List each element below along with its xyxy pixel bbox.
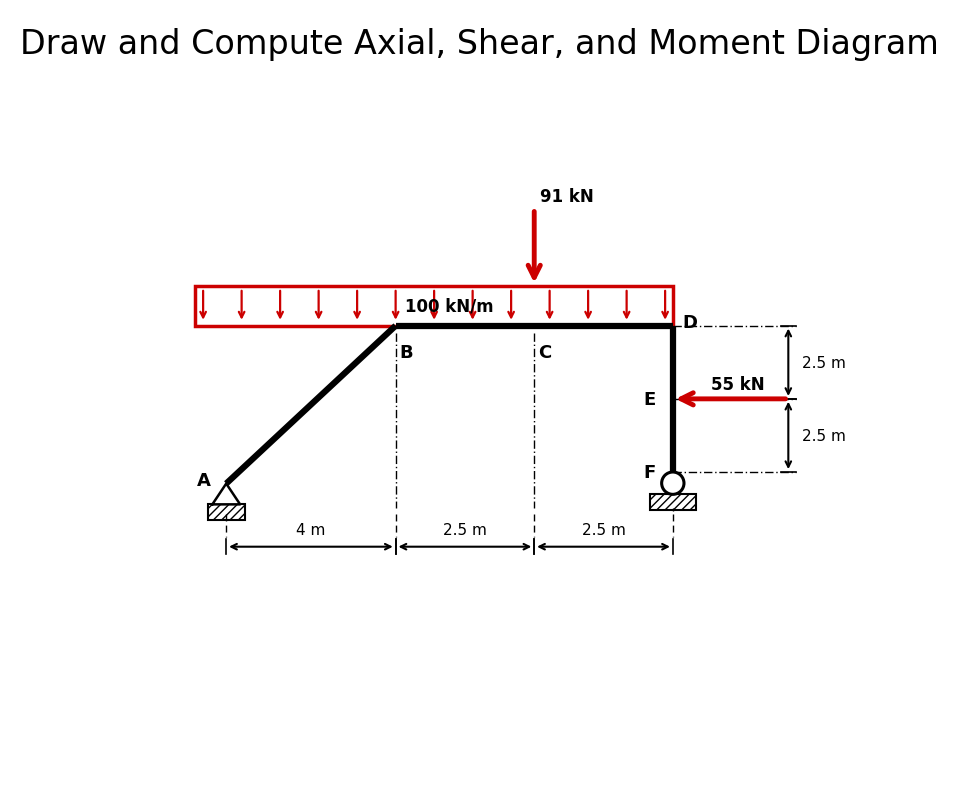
Text: B: B: [400, 343, 413, 361]
Bar: [196, 287, 673, 326]
Text: D: D: [682, 313, 697, 332]
Text: F: F: [643, 463, 656, 482]
Text: 4 m: 4 m: [296, 522, 326, 537]
Text: 55 kN: 55 kN: [712, 375, 765, 393]
Text: A: A: [197, 471, 211, 489]
Bar: [650, 495, 696, 510]
Text: 2.5 m: 2.5 m: [802, 429, 846, 443]
Text: C: C: [538, 343, 551, 361]
Text: 2.5 m: 2.5 m: [443, 522, 487, 537]
Circle shape: [662, 472, 684, 495]
Text: 2.5 m: 2.5 m: [802, 356, 846, 370]
Bar: [208, 505, 245, 520]
Text: Draw and Compute Axial, Shear, and Moment Diagram: Draw and Compute Axial, Shear, and Momen…: [20, 28, 939, 61]
Polygon shape: [212, 484, 240, 505]
Text: E: E: [643, 390, 656, 409]
Text: 100 kN/m: 100 kN/m: [406, 297, 494, 316]
Text: 2.5 m: 2.5 m: [581, 522, 625, 537]
Text: 91 kN: 91 kN: [540, 188, 595, 206]
